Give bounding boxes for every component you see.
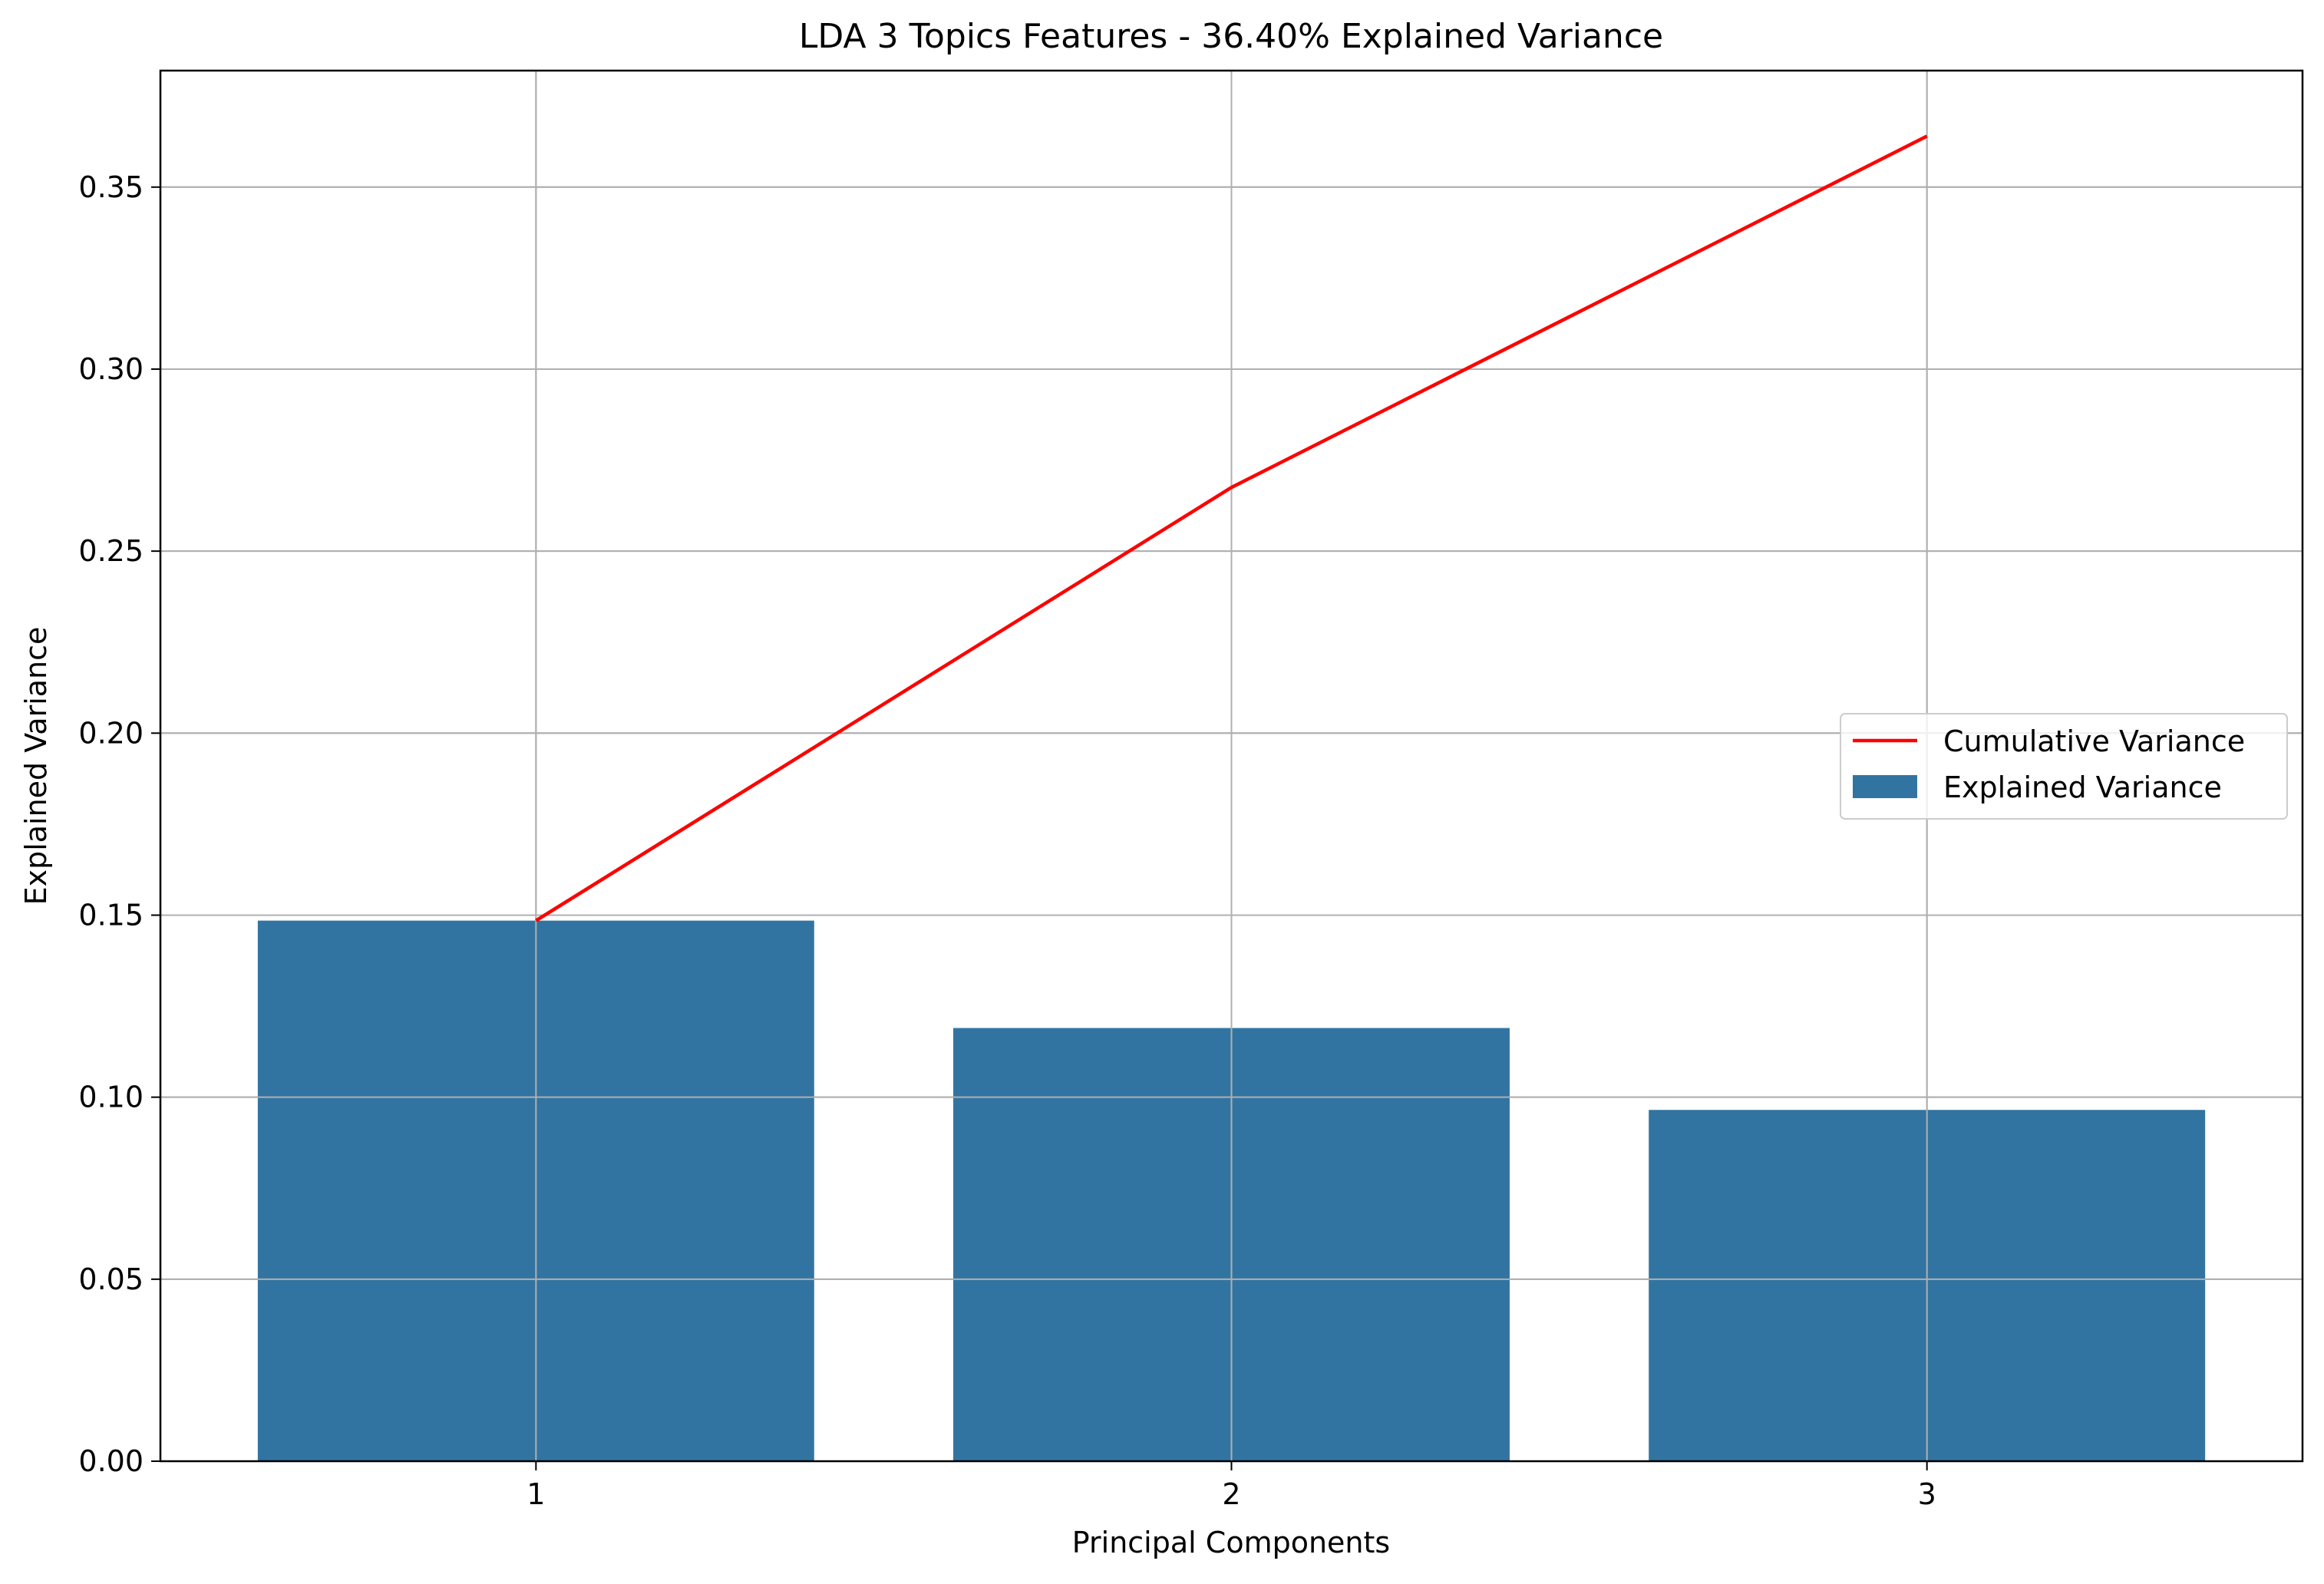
y-axis-label: Explained Variance	[19, 627, 53, 906]
line-layer	[535, 134, 1928, 922]
chart-title: LDA 3 Topics Features - 36.40% Explained…	[799, 17, 1663, 56]
y-tick-label: 0.10	[78, 1081, 144, 1114]
legend-box	[1840, 713, 2288, 820]
y-tick-label: 0.00	[78, 1444, 144, 1478]
legend-label-explained-variance: Explained Variance	[1943, 771, 2222, 804]
y-tick-label: 0.35	[78, 170, 144, 204]
line-cumulative-variance	[535, 134, 1928, 922]
y-tick-label: 0.05	[78, 1262, 144, 1296]
x-tick-label: 1	[527, 1477, 545, 1511]
x-axis-label: Principal Components	[1072, 1526, 1390, 1559]
x-axis: 1 2 3	[527, 1461, 1936, 1511]
y-tick-label: 0.30	[78, 352, 144, 386]
legend-swatch-explained-variance	[1853, 775, 1917, 798]
y-tick-label: 0.20	[78, 716, 144, 750]
x-tick-label: 3	[1918, 1477, 1936, 1511]
y-tick-label: 0.15	[78, 898, 144, 932]
chart-legend: Cumulative Variance Explained Variance	[1840, 713, 2288, 820]
y-tick-label: 0.25	[78, 534, 144, 568]
legend-label-cumulative-variance: Cumulative Variance	[1943, 724, 2245, 758]
x-tick-label: 2	[1222, 1477, 1240, 1511]
y-axis: 0.00 0.05 0.10 0.15 0.20 0.25 0.30 0.35	[78, 170, 160, 1478]
